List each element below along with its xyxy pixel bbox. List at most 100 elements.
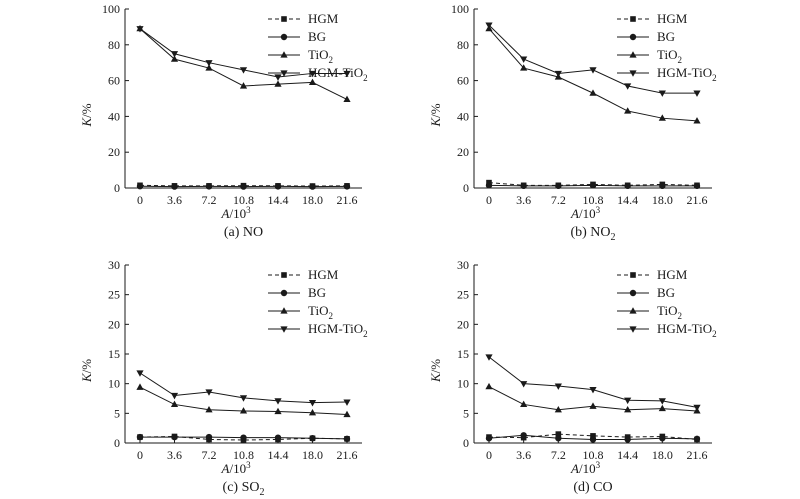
legend-label: TiO2 <box>308 303 333 321</box>
legend-label: HGM <box>308 11 339 26</box>
data-point <box>693 182 701 190</box>
x-tick-label: 10.8 <box>583 193 604 207</box>
data-point <box>274 407 282 415</box>
x-tick-label: 18.0 <box>652 448 673 462</box>
data-point <box>554 383 562 390</box>
y-tick-label: 80 <box>457 38 469 52</box>
y-tick-label: 20 <box>108 145 120 159</box>
data-point <box>485 22 493 29</box>
data-point <box>555 431 562 437</box>
data-point <box>520 381 528 388</box>
x-axis-label: A/103 <box>221 460 252 476</box>
x-tick-label: 0 <box>486 193 492 207</box>
legend-marker <box>630 272 636 278</box>
data-point <box>624 405 632 413</box>
data-point <box>520 432 527 439</box>
data-point <box>136 433 144 441</box>
y-tick-label: 20 <box>457 317 469 331</box>
data-point <box>658 404 666 412</box>
legend-label: HGM <box>657 267 688 282</box>
legend-label: BG <box>657 285 675 300</box>
x-tick-label: 3.6 <box>516 193 531 207</box>
x-tick-label: 3.6 <box>516 448 531 462</box>
chart-panel-1: 0 20 40 60 80 100 0 3.6 7.2 10.8 14.4 18.0 21.6 K/% A/… <box>79 2 368 240</box>
y-tick-label: 5 <box>463 406 469 420</box>
legend-marker <box>629 326 637 333</box>
data-point <box>485 382 493 390</box>
series-HGM-TiO2 <box>485 354 701 412</box>
data-point <box>239 407 248 414</box>
legend-label: HGM <box>308 267 339 282</box>
data-point <box>170 400 179 408</box>
x-tick-label: 18.0 <box>652 193 673 207</box>
y-tick-label: 0 <box>463 436 469 450</box>
data-point <box>171 433 178 441</box>
data-point <box>624 107 632 114</box>
x-axis-label: A/103 <box>570 460 601 476</box>
data-point <box>343 399 351 406</box>
y-tick-label: 100 <box>451 2 469 16</box>
legend-label: HGM-TiO2 <box>308 65 368 83</box>
series-HGM-TiO2 <box>485 22 701 97</box>
data-point <box>343 410 351 418</box>
data-point <box>589 67 597 74</box>
x-axis-label: A/103 <box>221 205 252 221</box>
y-tick-label: 30 <box>457 258 469 272</box>
x-tick-label: 10.8 <box>233 193 254 207</box>
x-tick-label: 10.8 <box>233 448 254 462</box>
y-tick-label: 15 <box>457 347 469 361</box>
legend-marker <box>629 51 637 58</box>
x-tick-label: 7.2 <box>551 448 566 462</box>
data-point <box>136 383 144 390</box>
series-HGM-TiO2 <box>136 26 351 81</box>
legend-marker <box>630 16 636 22</box>
data-point <box>136 183 144 190</box>
panel-caption: (c) SO2 <box>223 480 265 498</box>
data-point <box>658 90 666 97</box>
y-tick-label: 60 <box>108 74 120 88</box>
x-tick-label: 21.6 <box>337 448 358 462</box>
legend-label: TiO2 <box>308 47 333 65</box>
legend-marker <box>280 33 288 41</box>
y-tick-label: 20 <box>108 317 120 331</box>
chart-panel-4: 0 5 10 15 20 25 30 0 3.6 7.2 10.8 14.4 18.0 21.6 K/% A/… <box>428 258 717 495</box>
x-tick-label: 3.6 <box>167 448 182 462</box>
series-BG <box>485 182 701 190</box>
data-point <box>659 182 666 190</box>
legend-marker <box>629 289 637 297</box>
data-point <box>205 405 213 413</box>
y-axis-label: K/% <box>79 103 94 127</box>
data-point <box>240 434 247 441</box>
data-point <box>343 183 351 190</box>
data-point <box>624 397 632 405</box>
data-point <box>693 404 701 412</box>
data-point <box>693 117 701 124</box>
y-tick-label: 15 <box>108 347 120 361</box>
series-BG <box>485 432 701 443</box>
data-point <box>170 392 179 400</box>
data-point <box>308 70 317 78</box>
data-point <box>624 83 632 90</box>
data-point <box>274 398 282 405</box>
y-tick-label: 30 <box>108 258 120 272</box>
data-point <box>308 78 317 85</box>
data-point <box>239 395 248 402</box>
y-tick-label: 0 <box>114 181 120 195</box>
series-TiO2 <box>136 383 351 418</box>
legend-marker <box>629 307 637 314</box>
data-point <box>555 435 562 442</box>
data-point <box>520 56 528 63</box>
x-tick-label: 0 <box>137 448 143 462</box>
data-point <box>274 434 282 441</box>
series-TiO2 <box>485 382 701 414</box>
x-tick-label: 14.4 <box>268 193 289 207</box>
y-tick-label: 80 <box>108 38 120 52</box>
data-point <box>309 435 316 442</box>
y-axis-label: K/% <box>428 359 443 383</box>
series-HGM-TiO2 <box>136 370 351 407</box>
data-point <box>520 64 528 71</box>
data-point <box>554 70 562 78</box>
data-point <box>624 182 631 190</box>
legend-marker <box>629 70 637 77</box>
